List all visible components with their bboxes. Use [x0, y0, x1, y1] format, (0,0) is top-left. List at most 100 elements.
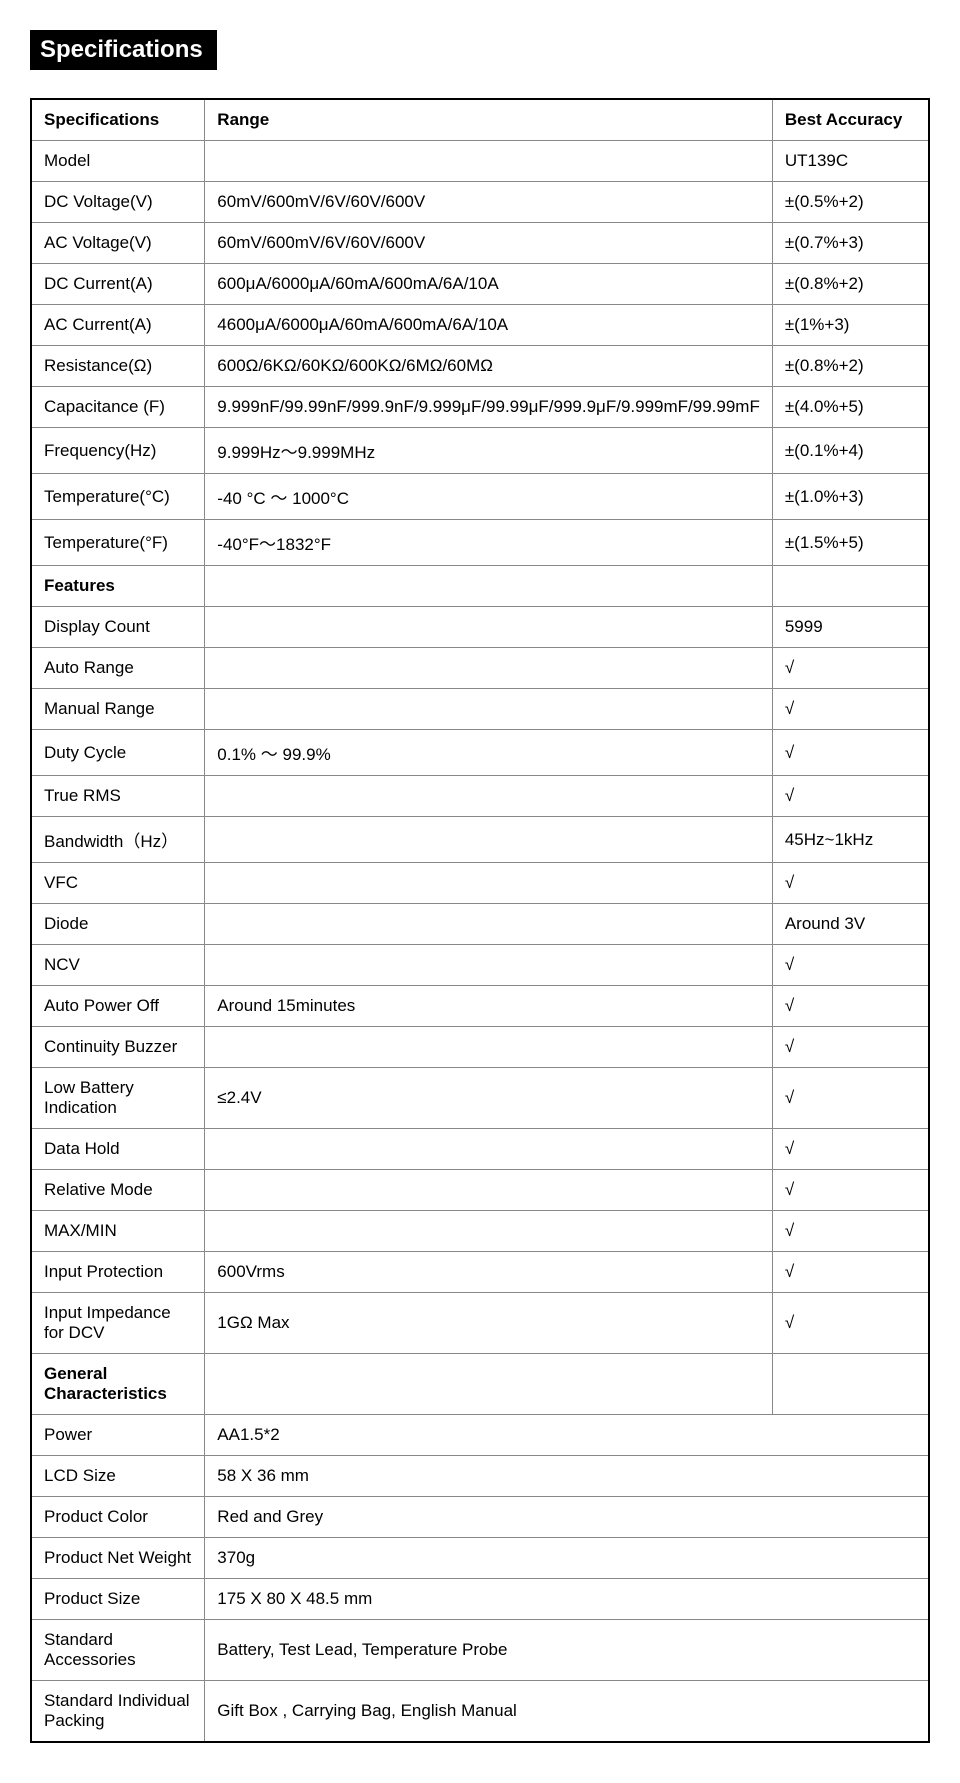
cell-accuracy: √	[772, 1252, 929, 1293]
table-row: AC Current(A)4600μA/6000μA/60mA/600mA/6A…	[31, 305, 929, 346]
cell-range	[205, 1170, 773, 1211]
cell-accuracy: ±(1.5%+5)	[772, 520, 929, 566]
cell-range	[205, 776, 773, 817]
cell-range	[205, 817, 773, 863]
table-row: Product Net Weight370g	[31, 1538, 929, 1579]
cell-empty	[205, 566, 773, 607]
cell-spec: Model	[31, 141, 205, 182]
table-body: ModelUT139CDC Voltage(V)60mV/600mV/6V/60…	[31, 141, 929, 1743]
cell-empty	[772, 1354, 929, 1415]
cell-spec: Frequency(Hz)	[31, 428, 205, 474]
table-row: Input Impedance for DCV1GΩ Max√	[31, 1293, 929, 1354]
section-header-label: General Characteristics	[31, 1354, 205, 1415]
cell-range	[205, 945, 773, 986]
cell-range	[205, 648, 773, 689]
header-specifications: Specifications	[31, 99, 205, 141]
table-row: Duty Cycle0.1% ～ 99.9%√	[31, 730, 929, 776]
cell-accuracy: √	[772, 1068, 929, 1129]
general-header-row: General Characteristics	[31, 1354, 929, 1415]
cell-accuracy: ±(1%+3)	[772, 305, 929, 346]
cell-range	[205, 1027, 773, 1068]
cell-spec: Temperature(°C)	[31, 474, 205, 520]
table-row: Product ColorRed and Grey	[31, 1497, 929, 1538]
cell-accuracy: √	[772, 730, 929, 776]
cell-range	[205, 904, 773, 945]
cell-spec: MAX/MIN	[31, 1211, 205, 1252]
table-row: Display Count5999	[31, 607, 929, 648]
cell-accuracy: 45Hz~1kHz	[772, 817, 929, 863]
cell-accuracy: √	[772, 1293, 929, 1354]
cell-spec: Low Battery Indication	[31, 1068, 205, 1129]
table-row: Low Battery Indication≤2.4V√	[31, 1068, 929, 1129]
cell-range	[205, 1211, 773, 1252]
table-row: Diode Around 3V	[31, 904, 929, 945]
cell-spec: Input Impedance for DCV	[31, 1293, 205, 1354]
cell-spec: Diode	[31, 904, 205, 945]
cell-accuracy: Around 3V	[772, 904, 929, 945]
cell-spec: Power	[31, 1415, 205, 1456]
cell-range: 600μA/6000μA/60mA/600mA/6A/10A	[205, 264, 773, 305]
cell-accuracy: √	[772, 1027, 929, 1068]
cell-spec: Data Hold	[31, 1129, 205, 1170]
cell-spec: Input Protection	[31, 1252, 205, 1293]
header-accuracy: Best Accuracy	[772, 99, 929, 141]
cell-accuracy: 5999	[772, 607, 929, 648]
page-title: Specifications	[30, 30, 217, 70]
cell-spec: Capacitance (F)	[31, 387, 205, 428]
table-row: PowerAA1.5*2	[31, 1415, 929, 1456]
cell-range	[205, 689, 773, 730]
cell-spec: AC Voltage(V)	[31, 223, 205, 264]
cell-spec: DC Current(A)	[31, 264, 205, 305]
cell-spec: Auto Range	[31, 648, 205, 689]
specifications-table: Specifications Range Best Accuracy Model…	[30, 98, 930, 1743]
header-range: Range	[205, 99, 773, 141]
cell-range: Around 15minutes	[205, 986, 773, 1027]
cell-empty	[205, 1354, 773, 1415]
table-row: Manual Range√	[31, 689, 929, 730]
cell-accuracy: √	[772, 1170, 929, 1211]
cell-range: 0.1% ～ 99.9%	[205, 730, 773, 776]
cell-range	[205, 141, 773, 182]
cell-accuracy: √	[772, 986, 929, 1027]
cell-range: 9.999nF/99.99nF/999.9nF/9.999μF/99.99μF/…	[205, 387, 773, 428]
cell-range: 1GΩ Max	[205, 1293, 773, 1354]
cell-accuracy: ±(0.8%+2)	[772, 346, 929, 387]
table-row: Continuity Buzzer √	[31, 1027, 929, 1068]
table-row: DC Voltage(V)60mV/600mV/6V/60V/600V±(0.5…	[31, 182, 929, 223]
cell-empty	[772, 566, 929, 607]
table-row: Standard Accessories Battery, Test Lead,…	[31, 1620, 929, 1681]
table-row: Capacitance (F)9.999nF/99.99nF/999.9nF/9…	[31, 387, 929, 428]
cell-value: 175 X 80 X 48.5 mm	[205, 1579, 929, 1620]
table-row: Relative Mode√	[31, 1170, 929, 1211]
cell-accuracy: √	[772, 648, 929, 689]
cell-accuracy: √	[772, 689, 929, 730]
cell-spec: LCD Size	[31, 1456, 205, 1497]
cell-accuracy: √	[772, 1129, 929, 1170]
cell-range: 60mV/600mV/6V/60V/600V	[205, 182, 773, 223]
cell-spec: Product Net Weight	[31, 1538, 205, 1579]
cell-range: -40 °C ～ 1000°C	[205, 474, 773, 520]
table-row: Bandwidth（Hz）45Hz~1kHz	[31, 817, 929, 863]
table-row: Resistance(Ω)600Ω/6KΩ/60KΩ/600KΩ/6MΩ/60M…	[31, 346, 929, 387]
cell-accuracy: √	[772, 776, 929, 817]
cell-value: Red and Grey	[205, 1497, 929, 1538]
cell-range: 60mV/600mV/6V/60V/600V	[205, 223, 773, 264]
table-row: Temperature(°C)-40 °C ～ 1000°C±(1.0%+3)	[31, 474, 929, 520]
cell-range	[205, 863, 773, 904]
table-row: Standard Individual Packing Gift Box , C…	[31, 1681, 929, 1743]
table-row: Temperature(°F)-40°F～1832°F±(1.5%+5)	[31, 520, 929, 566]
cell-range: 4600μA/6000μA/60mA/600mA/6A/10A	[205, 305, 773, 346]
cell-value: Gift Box , Carrying Bag, English Manual	[205, 1681, 929, 1743]
cell-range: 600Ω/6KΩ/60KΩ/600KΩ/6MΩ/60MΩ	[205, 346, 773, 387]
cell-accuracy: ±(0.7%+3)	[772, 223, 929, 264]
cell-accuracy: ±(0.8%+2)	[772, 264, 929, 305]
cell-accuracy: ±(0.5%+2)	[772, 182, 929, 223]
table-row: DC Current(A)600μA/6000μA/60mA/600mA/6A/…	[31, 264, 929, 305]
cell-spec: Continuity Buzzer	[31, 1027, 205, 1068]
cell-spec: Product Size	[31, 1579, 205, 1620]
cell-range: 600Vrms	[205, 1252, 773, 1293]
cell-range: -40°F～1832°F	[205, 520, 773, 566]
table-row: MAX/MIN√	[31, 1211, 929, 1252]
cell-spec: VFC	[31, 863, 205, 904]
cell-range	[205, 607, 773, 648]
